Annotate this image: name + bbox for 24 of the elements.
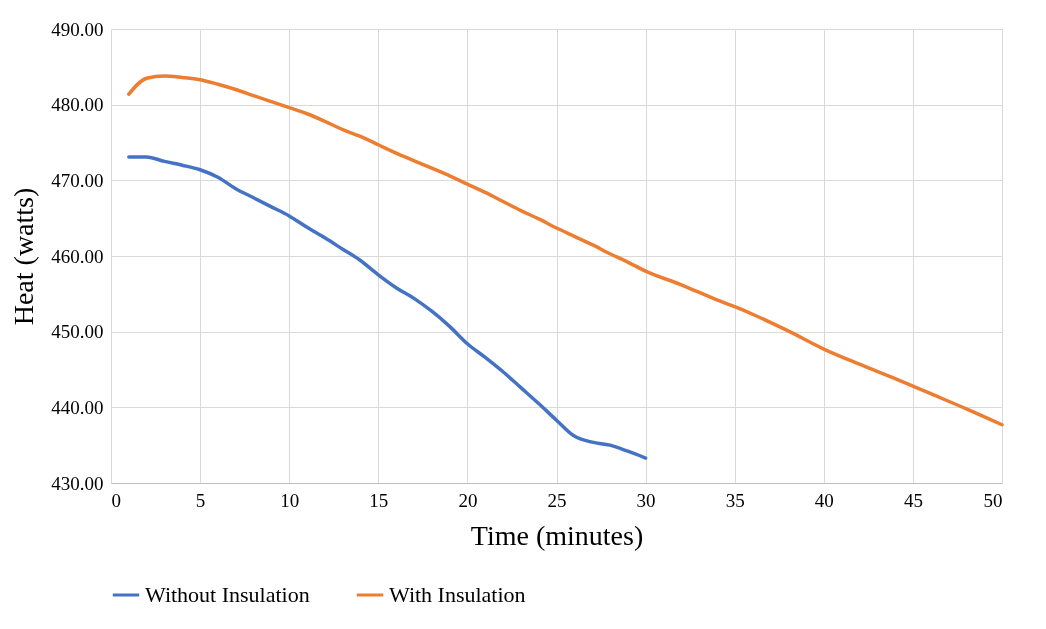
y-axis-title: Heat (watts) (8, 187, 40, 326)
legend-label: Without Insulation (145, 582, 310, 607)
y-tick-label: 430.00 (51, 472, 104, 494)
y-tick-label: 470.00 (51, 169, 104, 191)
x-tick-label: 40 (814, 489, 834, 511)
y-tick-label: 490.00 (51, 18, 104, 40)
line-series (127, 155, 648, 460)
x-axis-title: Time (minutes) (470, 519, 644, 551)
y-tick-label: 460.00 (51, 245, 104, 267)
x-tick-label: 35 (725, 489, 745, 511)
x-tick-label: 25 (547, 489, 567, 511)
x-tick-label: 5 (195, 489, 206, 511)
x-tick-label: 15 (369, 489, 389, 511)
y-tick-label: 440.00 (51, 396, 104, 418)
y-tick-label: 480.00 (51, 94, 104, 116)
x-tick-label: 20 (458, 489, 478, 511)
legend-label: With Insulation (389, 582, 526, 607)
x-tick-label: 50 (983, 489, 1003, 511)
x-tick-label: 30 (636, 489, 656, 511)
line-series (127, 74, 1004, 427)
x-tick-label: 45 (903, 489, 923, 511)
x-tick-label: 0 (111, 489, 121, 511)
y-tick-label: 450.00 (51, 321, 104, 343)
x-tick-label: 10 (280, 489, 300, 511)
